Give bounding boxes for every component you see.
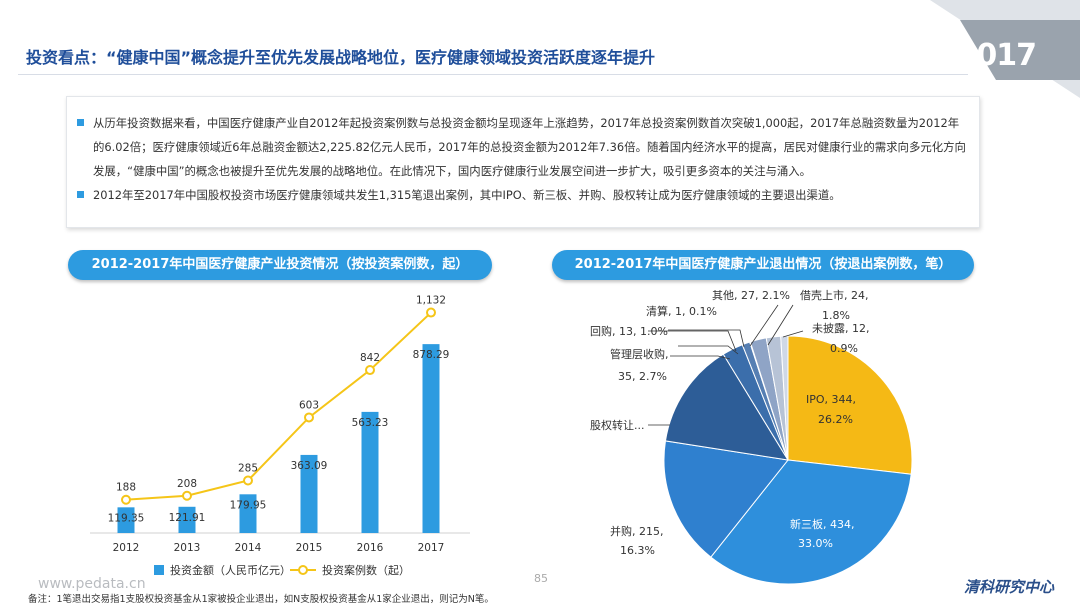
leader-line-guanli (670, 355, 731, 360)
slice-label-qingsuan: 清算, 1, 0.1% (646, 304, 717, 318)
summary-bullet-text: 从历年投资数据来看，中国医疗健康产业自2012年起投资案例数与总投资金额均呈现逐… (93, 116, 966, 178)
legend-line-marker (298, 565, 308, 575)
bar-2012 (117, 507, 135, 533)
footer-url: www.pedata.cn (38, 576, 146, 592)
bullet-square-icon (77, 191, 84, 198)
brand-logo: 清科研究中心 (963, 578, 1054, 596)
page-number: 85 (534, 572, 548, 585)
slice-label-ipo-1: IPO, 344, (806, 393, 856, 406)
investment-chart-header: 2012-2017年中国医疗健康产业投资情况（按投资案例数，起） (68, 250, 492, 280)
line-point-2012 (121, 494, 131, 505)
bar-value-label: 363.09 (291, 460, 328, 472)
x-tick-label: 2016 (357, 542, 384, 554)
investment-combo-chart: 119.35 188 2012 121.91 208 2013 179.95 285 2014 3… (90, 295, 470, 577)
legend-line-label: 投资案例数（起） (322, 563, 410, 577)
line-point-2016 (365, 365, 375, 376)
exit-chart-header: 2012-2017年中国医疗健康产业退出情况（按退出案例数，笔） (552, 250, 974, 280)
year-badge: 2017 (956, 38, 1037, 73)
leader-line-weipilu (782, 330, 804, 338)
leader-line-qita (668, 329, 745, 348)
summary-bullet-text: 2012年至2017年中国股权投资市场医疗健康领域共发生1,315笔退出案例，其… (93, 188, 841, 202)
x-tick-label: 2014 (235, 542, 262, 554)
pie-slice-并购 (663, 440, 789, 558)
x-tick-label: 2012 (113, 542, 140, 554)
bar-value-label: 878.29 (413, 349, 450, 361)
footer-note: 备注：1笔退出交易指1支股权投资基金从1家被投企业退出，如N支股权投资基金从1家… (28, 594, 494, 605)
title-divider (18, 74, 968, 75)
pie-slice-未披露 (780, 335, 789, 461)
bar-value-label: 179.95 (230, 499, 267, 511)
slice-label-guanli-1: 管理层收购, (610, 347, 669, 361)
leader-line-huigou (648, 330, 737, 352)
pie-slice-IPO (787, 335, 913, 475)
leader-line-jieke (767, 304, 794, 346)
line-value-label: 285 (238, 462, 258, 474)
legend-bar-swatch (154, 565, 164, 575)
slice-label-huigou: 回购, 13, 1.0% (590, 324, 668, 338)
slice-label-ipo-2: 26.2% (818, 413, 853, 426)
slice-label-guquan: 股权转让... (590, 418, 645, 432)
x-tick-label: 2015 (296, 542, 323, 554)
line-value-label: 842 (360, 352, 380, 364)
bar-2014 (239, 494, 257, 533)
slice-label-weipilu-1: 未披露, 12, (812, 321, 870, 335)
leader-line-qingsuan (678, 345, 739, 355)
slice-label-xinsanban-1: 新三板, 434, (790, 517, 855, 531)
summary-bullet: 2012年至2017年中国股权投资市场医疗健康领域共发生1,315笔退出案例，其… (77, 183, 967, 207)
slice-label-jieke-1: 借壳上市, 24, (800, 288, 869, 302)
x-tick-label: 2017 (418, 542, 445, 554)
corner-decoration (930, 0, 1080, 98)
pie-slice-股权转让 (664, 353, 789, 461)
bar-value-label: 119.35 (108, 512, 145, 524)
case-count-line (125, 311, 432, 501)
slice-label-guanli-2: 35, 2.7% (618, 370, 667, 383)
line-value-label: 188 (116, 482, 136, 494)
bar-2013 (178, 506, 196, 533)
line-value-label: 1,132 (416, 295, 446, 307)
line-point-2017 (426, 307, 436, 318)
summary-box: 从历年投资数据来看，中国医疗健康产业自2012年起投资案例数与总投资金额均呈现逐… (66, 96, 980, 228)
line-value-label: 208 (177, 478, 197, 490)
bar-2015 (300, 454, 318, 533)
exit-pie-chart: IPO, 344, 26.2% 新三板, 434, 33.0% 并购, 215,… (590, 288, 913, 585)
bar-2016 (361, 411, 379, 533)
line-point-2015 (304, 412, 314, 423)
slice-label-xinsanban-2: 33.0% (798, 537, 833, 550)
pie-slice-新三板 (710, 459, 912, 585)
bullet-square-icon (77, 119, 84, 126)
line-point-2014 (243, 475, 253, 486)
x-tick-label: 2013 (174, 542, 201, 554)
bar-value-label: 563.23 (352, 417, 389, 429)
legend-bar-label: 投资金额（人民币亿元） (170, 563, 291, 577)
slice-label-qita: 其他, 27, 2.1% (712, 289, 790, 302)
bar-2017 (422, 344, 440, 533)
leader-line-qita-2 (749, 304, 779, 347)
summary-bullet: 从历年投资数据来看，中国医疗健康产业自2012年起投资案例数与总投资金额均呈现逐… (77, 111, 967, 183)
bar-value-label: 121.91 (169, 512, 206, 524)
slice-label-binggou-1: 并购, 215, (610, 524, 664, 538)
slice-label-weipilu-2: 0.9% (830, 342, 858, 355)
line-point-2013 (182, 490, 192, 501)
page-title: 投资看点：“健康中国”概念提升至优先发展战略地位，医疗健康领域投资活跃度逐年提升 (26, 48, 656, 67)
line-value-label: 603 (299, 399, 319, 411)
slice-label-binggou-2: 16.3% (620, 544, 655, 557)
slice-label-jieke-2: 1.8% (822, 309, 850, 322)
